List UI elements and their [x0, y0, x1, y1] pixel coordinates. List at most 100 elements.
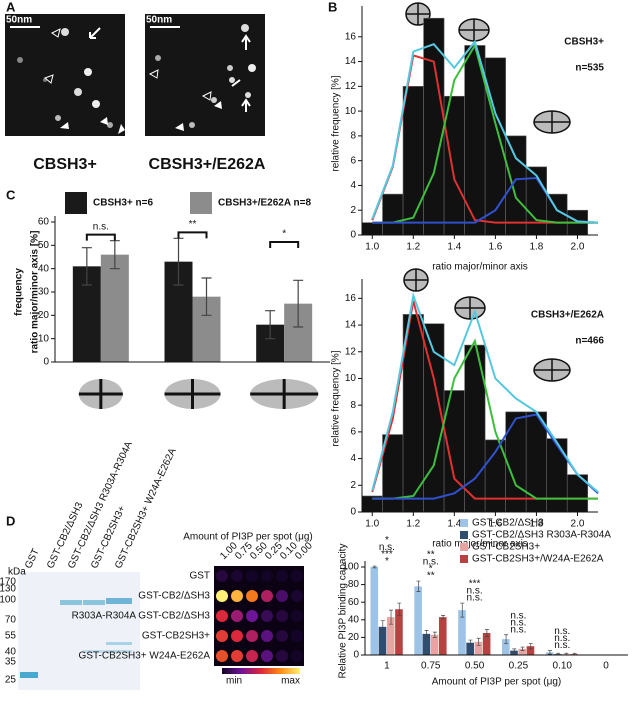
- dot: [246, 570, 258, 582]
- dot: [231, 630, 243, 642]
- significance-label: n.s.: [554, 626, 570, 637]
- y-tick-label: 60: [348, 597, 360, 608]
- legend-label: CBSH3+ n=6: [93, 198, 153, 209]
- legend-label: GST-CB2/ΔSH3 R303A-R304A: [472, 530, 611, 541]
- dot: [216, 650, 228, 662]
- significance-label: n.s.: [467, 586, 483, 597]
- error-bar: [81, 247, 92, 286]
- significance-label: **: [427, 550, 435, 561]
- significance-label: n.s.: [510, 617, 526, 628]
- y-axis-label: frequency: [14, 268, 25, 316]
- panel-label: D: [6, 513, 15, 528]
- dot: [276, 610, 288, 622]
- bar: [378, 626, 387, 655]
- significance-label: *: [429, 564, 433, 575]
- x-tick-label: 1.0: [365, 519, 379, 530]
- dot: [291, 610, 303, 622]
- bar: [395, 609, 403, 655]
- x-tick-label: 1.8: [529, 519, 543, 530]
- dot-blot-row: GST-CB2SH3+ W24A-E262A: [79, 651, 211, 662]
- image-caption: CBSH3+/E262A: [149, 156, 266, 173]
- error-bar: [201, 277, 212, 316]
- x-axis-label: ratio major/minor axis: [432, 539, 528, 550]
- x-tick-label: 0: [603, 661, 609, 672]
- dot: [231, 610, 243, 622]
- colorbar-label: max: [281, 676, 300, 687]
- x-tick-label: 0.25: [509, 661, 529, 672]
- bar: [422, 633, 431, 655]
- gel-marker: 55: [5, 631, 17, 642]
- y-axis-label: ratio major/minor axis [%]: [30, 231, 41, 354]
- x-tick-label: 2.0: [571, 242, 585, 253]
- y-tick-label: 8: [350, 131, 356, 142]
- dot: [261, 630, 273, 642]
- significance-label: n.s.: [510, 610, 526, 621]
- colorbar: [222, 668, 300, 674]
- x-axis-label: ratio major/minor axis: [432, 262, 528, 273]
- dot: [276, 590, 288, 602]
- dot: [216, 610, 228, 622]
- y-tick-label: 2: [350, 205, 356, 216]
- bar: [466, 642, 474, 655]
- bar: [414, 586, 422, 655]
- x-tick-label: 1.0: [365, 242, 379, 253]
- y-tick-label: 10: [38, 333, 50, 344]
- error-bar: [380, 620, 385, 634]
- error-bar: [441, 615, 446, 620]
- x-tick-label: 2.0: [571, 519, 585, 530]
- y-tick-label: 0: [43, 357, 49, 368]
- x-tick-label: 0.75: [421, 661, 441, 672]
- gel: [18, 572, 140, 690]
- y-axis-label: Relative PI3P binding capacity: [338, 544, 349, 679]
- image-caption: CBSH3+: [33, 156, 97, 173]
- bar: [482, 633, 491, 655]
- panel-label: A: [6, 0, 16, 14]
- dot-blot-column: 0.00: [293, 540, 315, 562]
- y-tick-label: 4: [350, 180, 356, 191]
- bar: [505, 135, 527, 236]
- x-tick-label: 1.2: [406, 242, 420, 253]
- dot: [246, 650, 258, 662]
- error-bar: [476, 637, 481, 646]
- y-tick-label: 6: [350, 155, 356, 166]
- bar: [501, 639, 510, 655]
- bar: [361, 222, 383, 236]
- dot: [291, 650, 303, 662]
- y-tick-label: 50: [38, 240, 50, 251]
- error-bar: [424, 630, 429, 638]
- y-tick-label: 100: [342, 562, 359, 573]
- significance-label: n.s.: [554, 633, 570, 644]
- shape-icon-cross: [164, 379, 221, 409]
- significance-bracket: [85, 233, 116, 241]
- y-tick-label: 80: [348, 579, 360, 590]
- dot-blot-title: Amount of PI3P per spot (μg): [183, 532, 313, 543]
- fit-curve: [372, 413, 599, 500]
- y-tick-label: 20: [38, 310, 50, 321]
- bar: [438, 617, 447, 655]
- dot: [261, 610, 273, 622]
- bar: [100, 254, 129, 362]
- dot: [291, 630, 303, 642]
- dot: [276, 630, 288, 642]
- panel-label: C: [6, 187, 16, 202]
- dot: [261, 590, 273, 602]
- y-tick-label: 14: [345, 56, 357, 67]
- error-bar: [547, 650, 552, 655]
- y-axis-label: relative frequency [%]: [331, 75, 342, 171]
- bar: [526, 646, 535, 655]
- bar: [474, 641, 483, 655]
- y-tick-label: 20: [348, 632, 360, 643]
- x-tick-label: 1.4: [447, 519, 461, 530]
- y-tick-label: 16: [345, 31, 357, 42]
- fit-curve: [371, 39, 599, 224]
- error-bar: [512, 648, 517, 653]
- y-tick-label: 16: [345, 293, 357, 304]
- significance-label: n.s.: [423, 557, 439, 568]
- significance-label: n.s.: [379, 542, 395, 553]
- dot: [276, 650, 288, 662]
- bar: [505, 411, 527, 513]
- fit-curve: [372, 338, 598, 500]
- dot: [216, 570, 228, 582]
- error-bar: [416, 580, 421, 592]
- dot: [216, 630, 228, 642]
